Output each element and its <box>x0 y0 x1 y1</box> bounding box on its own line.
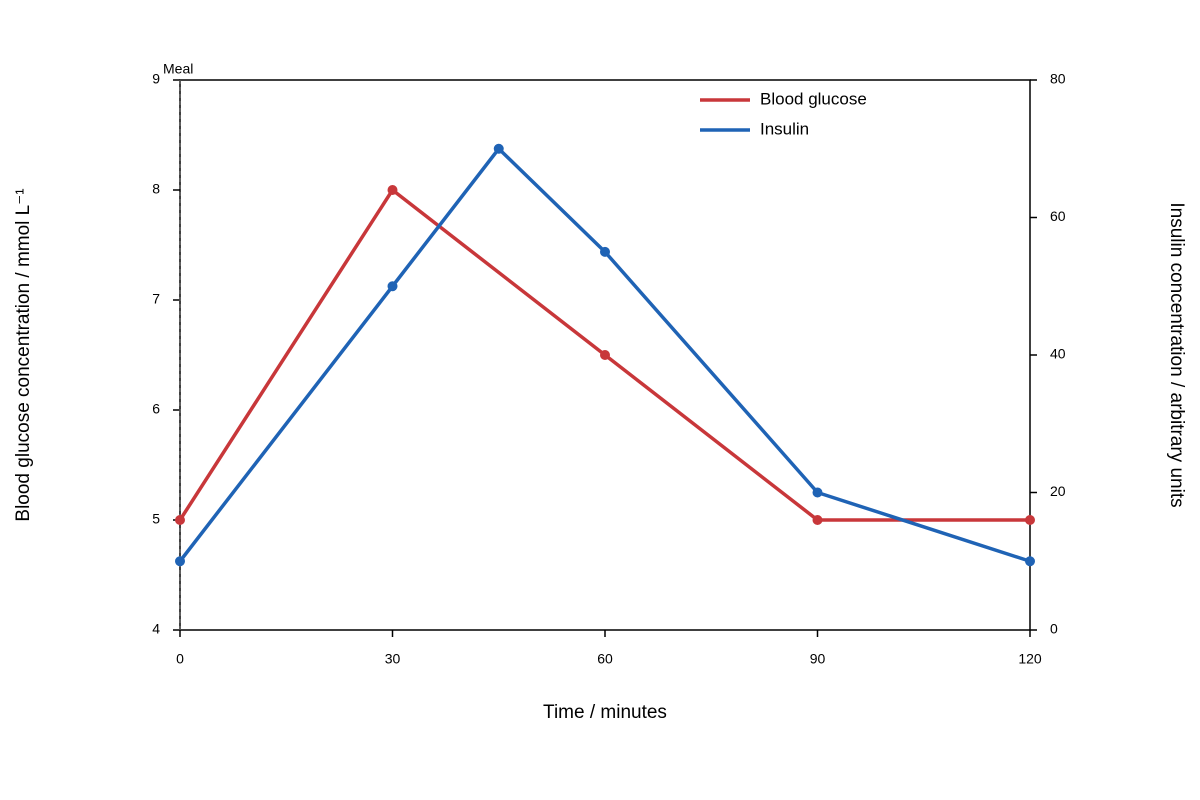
x-tick-label: 0 <box>176 651 184 667</box>
data-point <box>812 487 823 498</box>
data-point <box>175 556 185 567</box>
data-point <box>1025 515 1035 525</box>
y2-tick-label: 80 <box>1050 71 1066 87</box>
x-axis-title: Time / minutes <box>543 702 667 723</box>
data-point <box>387 281 398 292</box>
data-point <box>812 515 823 525</box>
legend-label: Insulin <box>760 119 809 138</box>
y-axis-title: Blood glucose concentration / mmol L⁻¹ <box>13 188 34 521</box>
y2-tick-label: 20 <box>1050 483 1066 499</box>
data-point <box>1025 556 1035 567</box>
y2-tick-label: 60 <box>1050 208 1066 224</box>
x-tick-label: 90 <box>810 651 826 667</box>
y2-axis-title: Insulin concentration / arbitrary units <box>1166 202 1187 507</box>
y2-tick-label: 0 <box>1050 621 1058 637</box>
y-tick-label: 7 <box>152 291 160 307</box>
x-tick-label: 120 <box>1018 651 1042 667</box>
x-tick-label: 30 <box>385 651 401 667</box>
data-point <box>493 143 504 154</box>
y-tick-label: 5 <box>152 511 160 527</box>
data-point <box>600 350 610 360</box>
annotation-label: Meal <box>163 61 193 77</box>
legend-label: Blood glucose <box>760 89 867 108</box>
series-line <box>178 147 1031 563</box>
y-tick-label: 6 <box>152 401 160 417</box>
data-point <box>175 515 185 525</box>
x-tick-label: 60 <box>597 651 613 667</box>
y-tick-label: 4 <box>152 621 160 637</box>
y-tick-label: 9 <box>152 71 160 87</box>
y-tick-label: 8 <box>152 181 160 197</box>
data-point <box>387 185 398 195</box>
y2-tick-label: 40 <box>1050 346 1066 362</box>
data-point <box>600 246 610 257</box>
